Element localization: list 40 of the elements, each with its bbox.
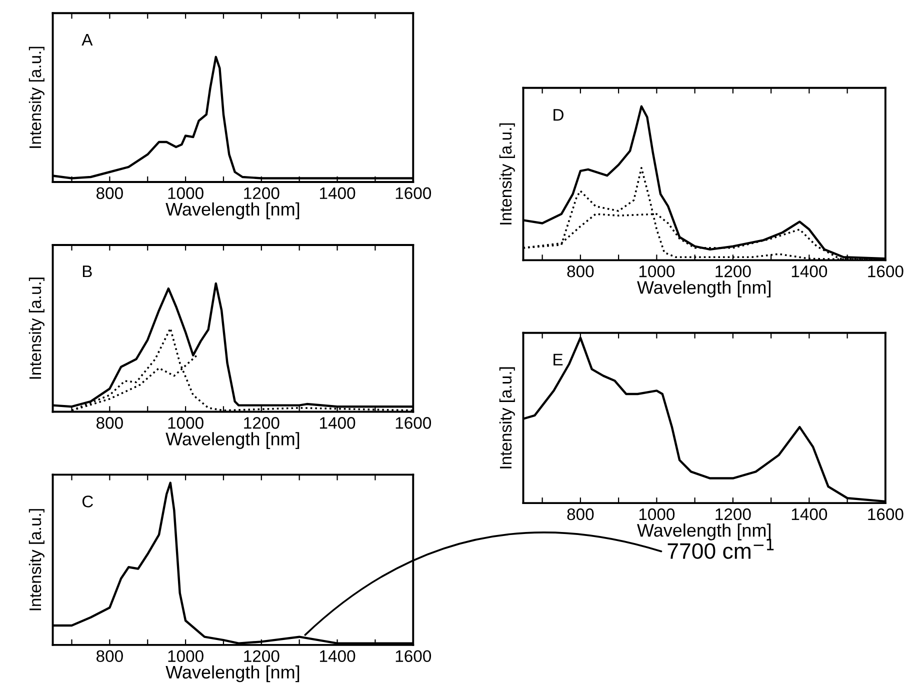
x-tick-label: 1400 — [792, 508, 828, 520]
x-tick-label: 1200 — [244, 650, 280, 662]
x-axis-title: Wavelength [nm] — [166, 432, 300, 449]
x-tick-label: 1400 — [320, 417, 356, 429]
x-tick-label: 1600 — [868, 265, 904, 278]
x-tick-label: 1400 — [792, 265, 828, 278]
y-axis-title: Intensity [a.u.] — [499, 367, 515, 468]
x-tick-label: 1600 — [868, 508, 904, 520]
annotation: D — [554, 109, 564, 121]
x-tick-label: 800 — [96, 417, 123, 429]
x-tick-label: 1400 — [320, 187, 356, 200]
y-axis-title: Intensity [a.u.] — [28, 46, 44, 148]
x-tick-label: 1200 — [244, 187, 280, 200]
x-tick-label: 800 — [567, 508, 594, 520]
x-tick-label: 1600 — [396, 187, 432, 200]
x-tick-label: 1200 — [716, 508, 751, 520]
x-tick-label: 800 — [96, 187, 123, 200]
annotation: E — [554, 354, 563, 366]
x-tick-label: 800 — [567, 265, 594, 278]
x-tick-label: 1200 — [244, 417, 280, 429]
text: B — [82, 266, 92, 278]
x-axis-title: Wavelength [nm] — [637, 523, 770, 540]
y-axis-title: Intensity [a.u.] — [499, 123, 515, 224]
y-axis-title: Intensity [a.u.] — [28, 278, 44, 379]
x-tick-label: 1000 — [168, 650, 204, 662]
x-tick-label: 1600 — [396, 650, 432, 662]
x-tick-label: 1200 — [716, 265, 751, 278]
y-axis-title: Intensity [a.u.] — [28, 509, 44, 610]
x-axis-title: Wavelength [nm] — [166, 202, 300, 220]
x-tick-label: 1600 — [396, 417, 432, 429]
x-tick-label: 1000 — [168, 187, 204, 200]
x-axis-title: Wavelength [nm] — [166, 665, 300, 682]
x-tick-label: 1000 — [639, 508, 675, 520]
x-tick-label: 1400 — [320, 650, 356, 662]
text: A — [82, 34, 93, 46]
x-tick-label: 800 — [96, 650, 123, 662]
x-axis-title: Wavelength [nm] — [637, 280, 770, 298]
x-tick-label: 1000 — [168, 417, 204, 429]
annotation: C — [82, 496, 94, 508]
x-tick-label: 1000 — [639, 265, 675, 278]
